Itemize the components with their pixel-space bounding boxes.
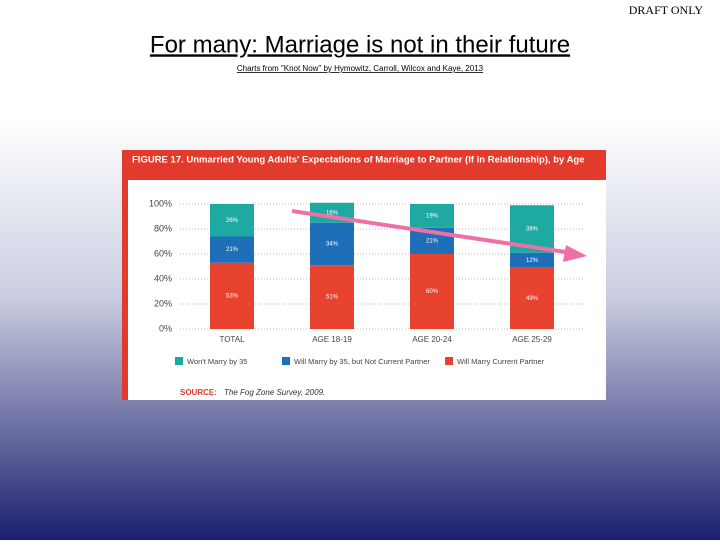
- y-tick-label: 40%: [154, 273, 172, 283]
- slide-subtitle: Charts from "Knot Now" by Hymowitz, Carr…: [237, 64, 484, 73]
- y-tick-label: 20%: [154, 298, 172, 308]
- value-label: 53%: [226, 293, 239, 299]
- value-label: 16%: [326, 210, 339, 216]
- value-label: 21%: [226, 247, 239, 253]
- chart-header: [122, 150, 606, 180]
- y-tick-label: 60%: [154, 248, 172, 258]
- x-tick-label: AGE 18-19: [312, 335, 352, 344]
- value-label: 60%: [426, 289, 439, 295]
- y-tick-label: 80%: [154, 223, 172, 233]
- legend-label: Will Marry by 35, but Not Current Partne…: [294, 357, 430, 366]
- plot: 0% 20% 40% 60% 80% 100% TOTAL 53% 21% 26% AGE 18-1…: [149, 198, 585, 366]
- bar-segment: [210, 236, 254, 263]
- source-label: SOURCE:: [180, 388, 217, 397]
- value-label: 26%: [226, 218, 239, 224]
- trend-arrow: [291, 209, 587, 262]
- bar-segment: [410, 254, 454, 329]
- bar-segment: [510, 252, 554, 268]
- legend-swatch: [282, 357, 290, 365]
- bar-segment: [310, 222, 354, 266]
- draft-label: DRAFT ONLY: [629, 3, 704, 17]
- legend-label: Will Marry Current Partner: [457, 357, 545, 366]
- y-tick-label: 0%: [159, 323, 172, 333]
- bar-segment: [210, 204, 254, 237]
- arrow-line: [291, 209, 573, 255]
- slide-title: For many: Marriage is not in their futur…: [150, 31, 570, 58]
- chart-title: FIGURE 17. Unmarried Young Adults' Expec…: [132, 155, 585, 166]
- value-label: 49%: [526, 296, 539, 302]
- y-tick-label: 100%: [149, 198, 172, 208]
- legend-swatch: [175, 357, 183, 365]
- x-tick-label: AGE 20-24: [412, 335, 452, 344]
- value-label: 21%: [426, 238, 439, 244]
- x-tick-label: TOTAL: [219, 335, 245, 344]
- arrow-head: [563, 245, 587, 262]
- source-text: The Fog Zone Survey, 2009.: [224, 388, 325, 397]
- value-label: 38%: [526, 227, 539, 233]
- bar-segment: [210, 262, 254, 329]
- chart-border: [122, 150, 128, 400]
- bar-segment: [310, 265, 354, 329]
- value-label: 19%: [426, 213, 439, 219]
- x-tick-label: AGE 25-29: [512, 335, 552, 344]
- value-label: 34%: [326, 242, 339, 248]
- value-label: 12%: [526, 258, 539, 264]
- bar-segment: [510, 267, 554, 329]
- legend-label: Won't Marry by 35: [187, 357, 247, 366]
- bar-segment: [410, 204, 454, 228]
- legend-swatch: [445, 357, 453, 365]
- value-label: 51%: [326, 295, 339, 301]
